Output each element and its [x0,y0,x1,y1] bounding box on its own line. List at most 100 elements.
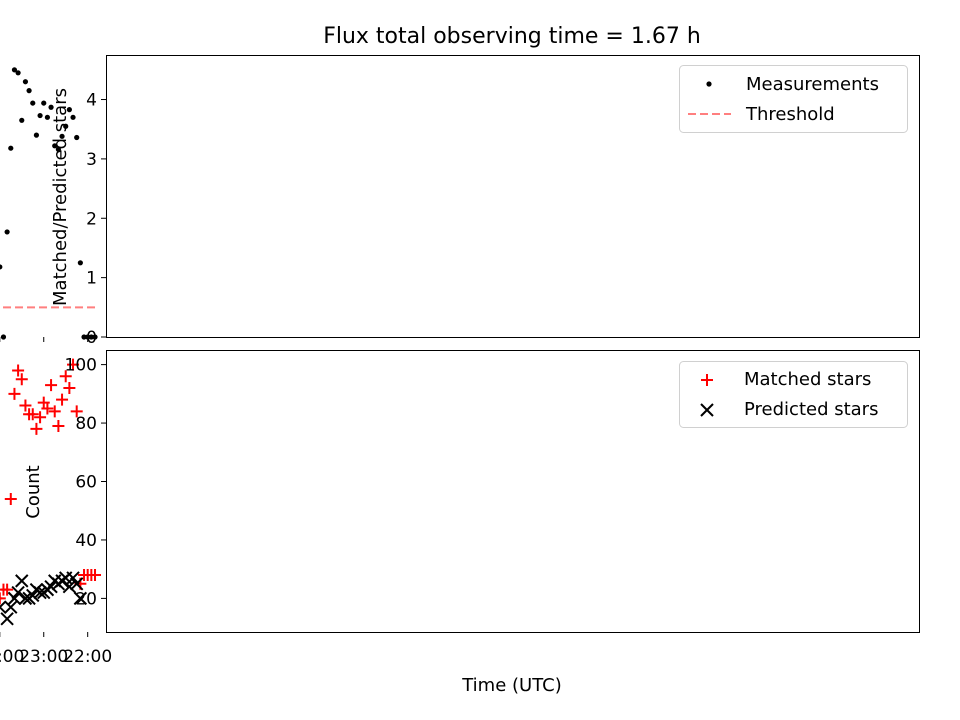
y-tick-label: 40 [75,531,97,551]
measurement-point [30,100,36,106]
measurement-point [66,107,72,113]
matched-star-point [15,373,28,386]
top-panel: 0 1 2 3 4 Flux total observing time = 1.67 h… [0,24,920,348]
measurement-point [22,79,29,85]
measurement-point [70,114,76,120]
top-y-ticks: 0 1 2 3 4 [86,91,106,348]
predicted-star-point [11,585,25,600]
measurement-point [41,100,47,106]
predicted-star-point [48,574,62,588]
measurement-point [59,133,65,139]
top-data-marks [0,67,98,340]
matched-star-point [56,393,69,406]
matched-star-point [0,597,3,600]
predicted-star-point [0,612,14,626]
measurement-point [37,112,43,119]
matched-star-point [59,370,72,383]
y-tick-label: 1 [86,269,97,289]
matched-star-point [45,379,58,392]
measurement-point [4,229,10,235]
measurement-point [19,117,25,123]
predicted-star-point [22,591,36,606]
matched-star-point [37,396,50,409]
measurement-point [52,143,58,149]
measurement-point [81,334,87,340]
matched-star-point [12,364,25,377]
bottom-legend-box [679,361,908,428]
measurement-point [15,70,21,76]
legend-matched-label: Matched stars [744,369,871,390]
top-x-ticks [0,337,89,342]
measurement-point [74,134,80,141]
measurement-point [88,334,94,340]
matched-star-point [0,592,6,605]
predicted-star-point [0,600,7,614]
predicted-star-point [7,591,22,606]
measurement-point [0,334,7,340]
predicted-star-point [4,600,18,614]
y-tick-label: 2 [86,209,97,229]
measurement-point [92,334,98,340]
matched-star-point [48,405,61,418]
matched-star-point [30,422,43,435]
matched-star-point [19,399,32,412]
bottom-y-ticks: 20 40 60 80 100 [65,356,106,609]
x-tick-label: 00:00 [0,647,24,667]
measurement-point [44,114,51,120]
predicted-star-point [73,591,88,606]
predicted-star-point [62,579,77,594]
predicted-star-point [37,585,51,600]
y-tick-label: 80 [75,414,97,434]
matched-star-point [78,569,91,582]
matched-star-point [34,411,47,424]
matched-star-point [70,405,83,418]
matched-star-point [8,387,21,400]
bottom-y-axis-label: Count [23,465,44,518]
predicted-star-point [69,577,84,591]
matched-star-point [67,358,80,371]
measurement-point [8,145,14,151]
matched-star-point [4,493,17,506]
matched-star-point [0,583,10,596]
matched-star-point [23,408,36,421]
measurement-point [0,264,3,270]
predicted-star-point [18,591,33,606]
legend-predicted-label: Predicted stars [744,399,878,420]
top-y-axis-label: Matched/Predicted stars [50,88,71,306]
predicted-star-point [29,582,44,597]
measurement-point [55,146,61,152]
matched-star-point [63,381,76,394]
legend-threshold-label: Threshold [745,104,835,125]
bottom-panel: 20 40 60 80 100 22:0023:0000:0001:0002:0003:… [0,350,920,696]
legend-measurements-marker [706,81,712,87]
legend-predicted-marker [700,403,714,417]
x-tick-label: 22:00 [63,647,112,667]
top-legend-box [679,65,908,133]
y-tick-label: 20 [75,589,97,609]
y-tick-label: 4 [86,91,97,111]
bottom-plot-frame [106,350,920,633]
measurement-point [63,123,69,129]
bottom-legend: Matched stars Predicted stars [679,361,908,428]
measurement-point [48,104,54,110]
y-tick-label: 0 [86,328,97,348]
measurement-point [77,260,83,266]
bottom-x-axis-label: Time (UTC) [461,675,562,696]
top-legend: Measurements Threshold [679,65,908,133]
legend-matched-marker [701,374,713,386]
y-tick-label: 60 [75,473,97,493]
y-tick-label: 3 [86,150,97,170]
matched-star-point [52,419,65,432]
y-tick-label: 100 [65,356,97,376]
measurement-point [26,88,32,94]
measurement-point [11,67,18,73]
top-plot-frame [106,55,920,338]
measurement-point [33,132,40,138]
predicted-star-point [15,574,29,588]
legend-measurements-label: Measurements [746,74,879,95]
bottom-data-marks [0,358,102,626]
x-tick-label: 23:00 [19,647,68,667]
top-chart-title: Flux total observing time = 1.67 h [323,24,701,49]
